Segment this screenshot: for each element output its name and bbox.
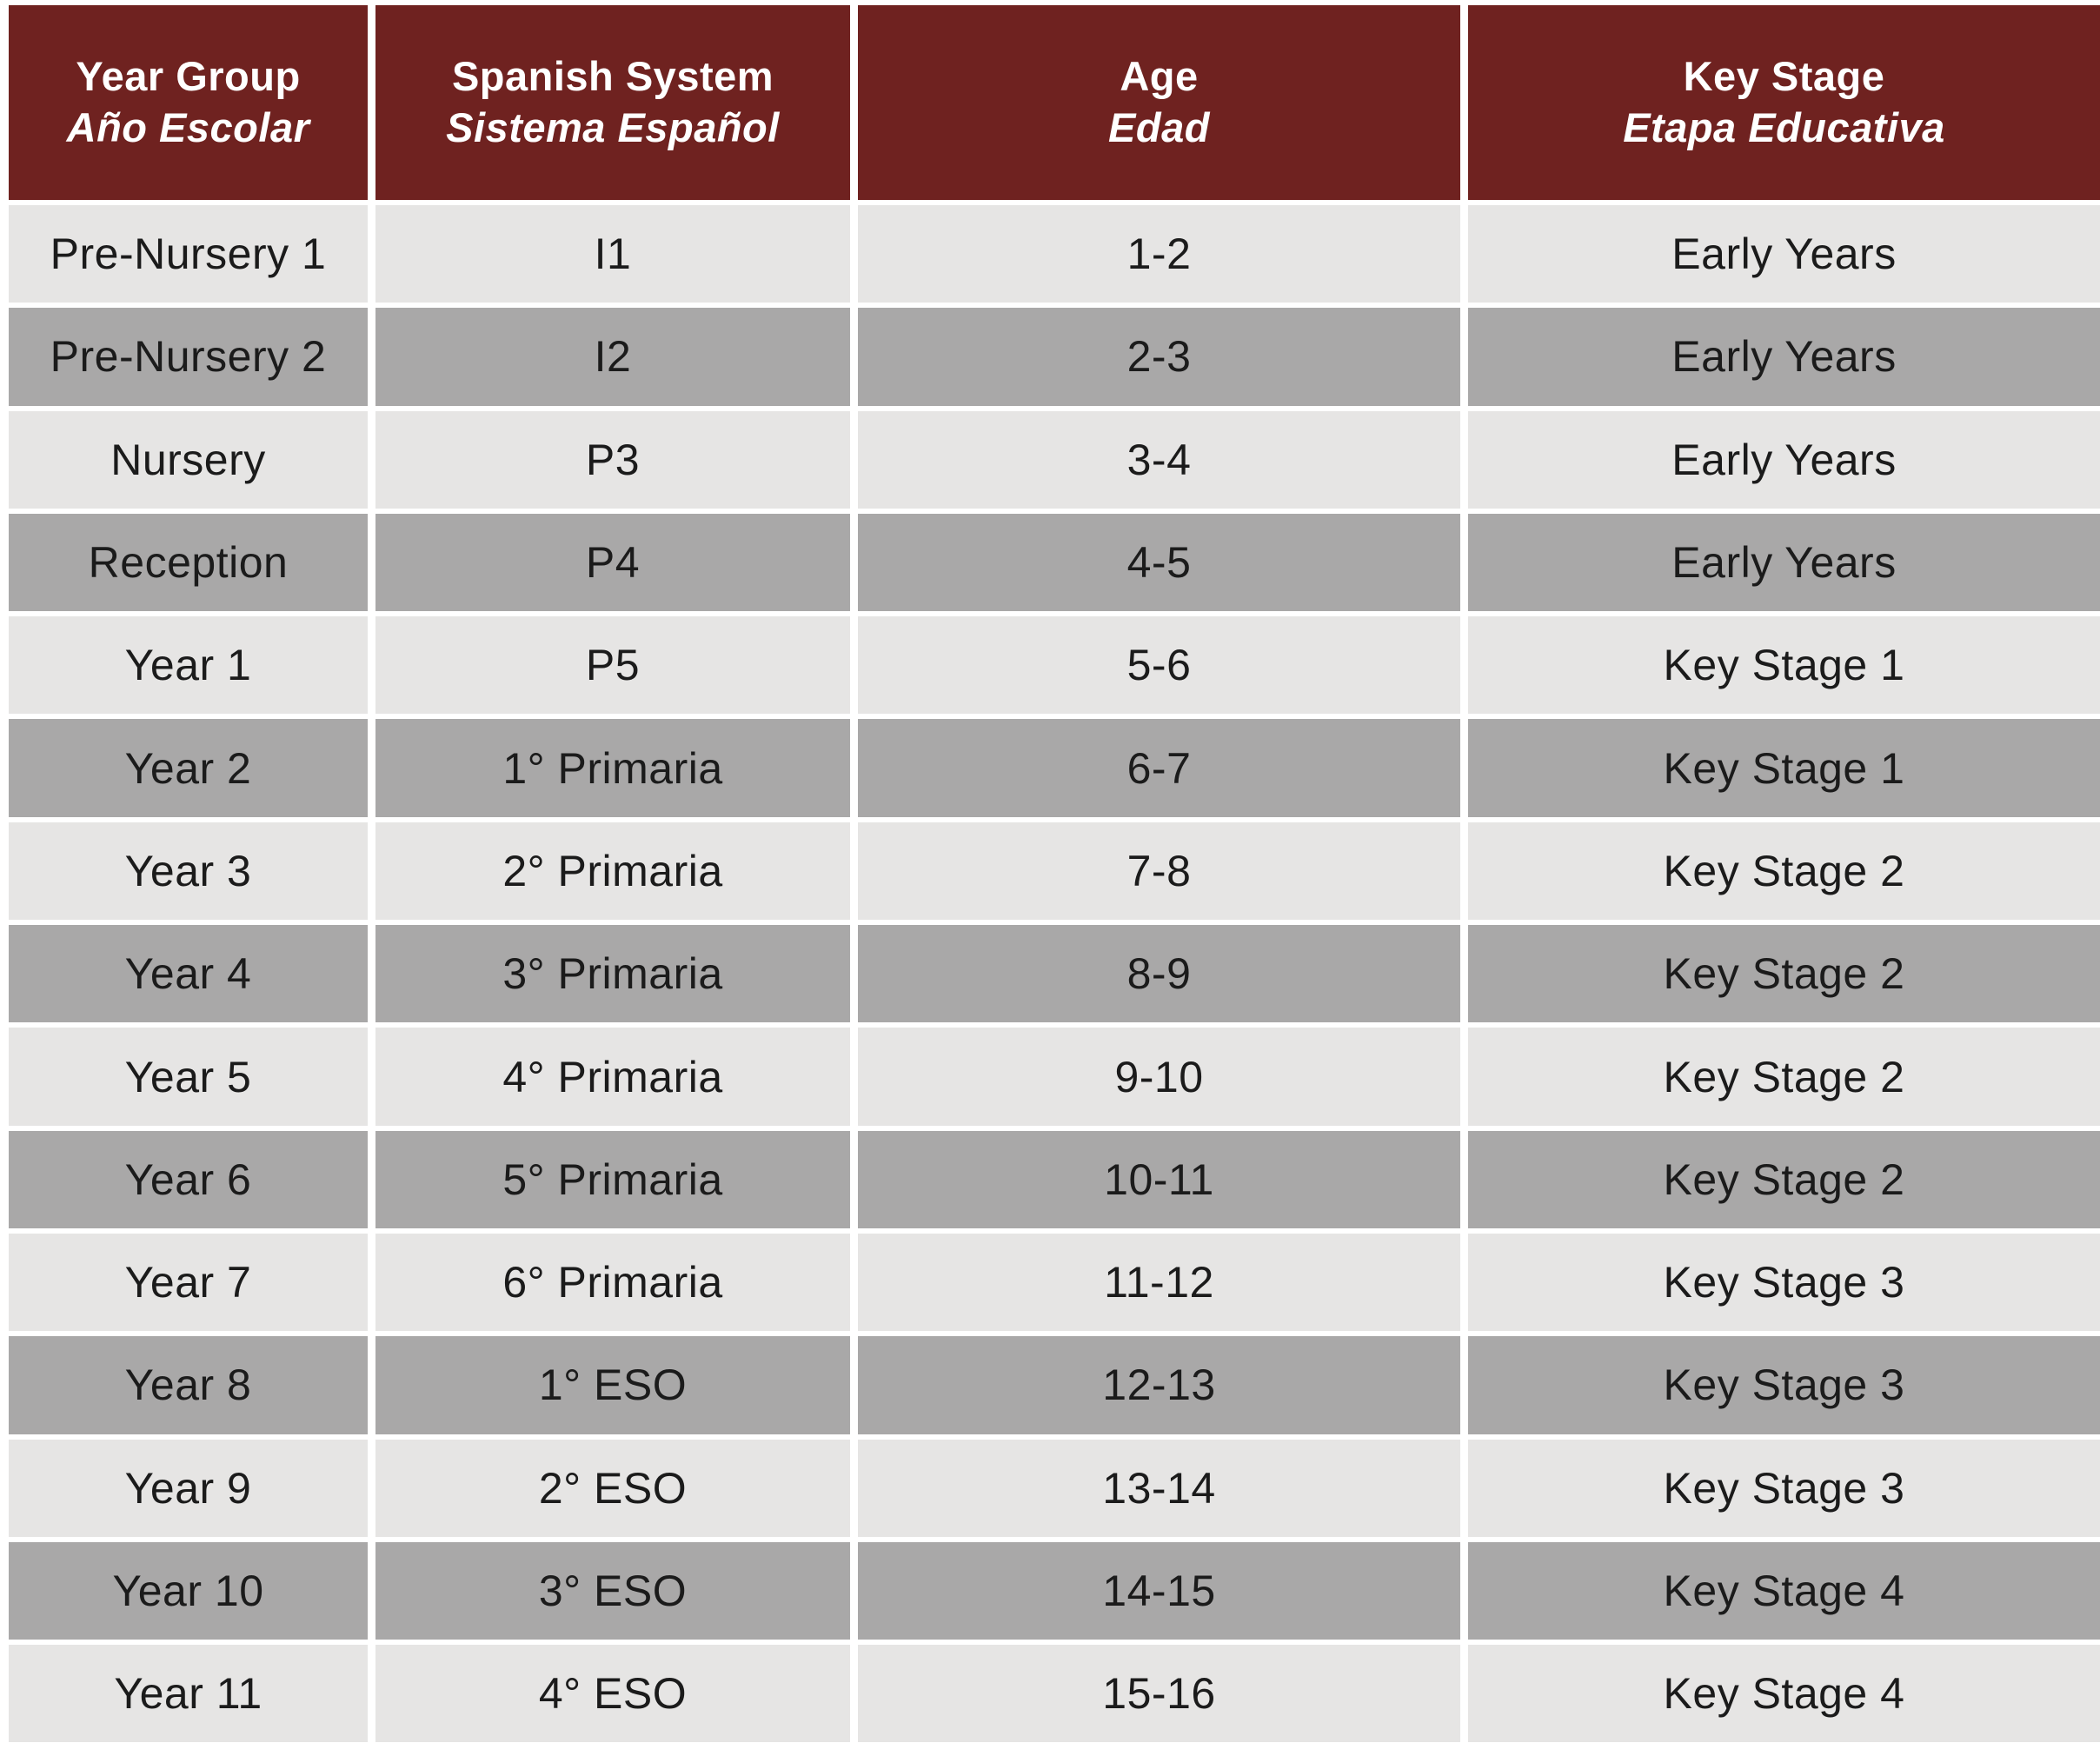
header-key-stage-en: Key Stage [1683,53,1885,100]
cell-year-group: Year 6 [9,1130,368,1228]
cell-key-stage: Key Stage 4 [1468,1645,2100,1743]
cell-spanish-system: P4 [375,513,850,612]
cell-spanish-system: 4° ESO [375,1645,850,1743]
cell-spanish-system: 2° ESO [375,1439,850,1537]
cell-year-group: Pre-Nursery 1 [9,205,368,303]
header-spanish-system-en: Spanish System [451,53,774,100]
cell-key-stage: Early Years [1468,205,2100,303]
cell-year-group: Year 9 [9,1439,368,1537]
cell-year-group: Year 4 [9,925,368,1023]
cell-age: 15-16 [858,1645,1460,1743]
cell-age: 14-15 [858,1541,1460,1640]
cell-year-group: Year 5 [9,1028,368,1126]
cell-age: 13-14 [858,1439,1460,1537]
cell-key-stage: Early Years [1468,308,2100,406]
cell-age: 1-2 [858,205,1460,303]
header-year-group-en: Year Group [76,53,301,100]
cell-age: 12-13 [858,1336,1460,1434]
header-age-en: Age [1120,53,1199,100]
header-year-group-es: Año Escolar [66,104,310,150]
cell-key-stage: Early Years [1468,410,2100,509]
cell-spanish-system: 4° Primaria [375,1028,850,1126]
cell-year-group: Year 2 [9,719,368,817]
cell-age: 2-3 [858,308,1460,406]
cell-spanish-system: 2° Primaria [375,822,850,921]
header-age-es: Edad [1108,104,1210,150]
cell-year-group: Year 1 [9,616,368,715]
cell-age: 3-4 [858,410,1460,509]
cell-key-stage: Key Stage 2 [1468,1130,2100,1228]
cell-year-group: Nursery [9,410,368,509]
cell-age: 5-6 [858,616,1460,715]
header-spanish-system: Spanish System Sistema Español [375,5,850,200]
header-age: Age Edad [858,5,1460,200]
cell-year-group: Pre-Nursery 2 [9,308,368,406]
cell-age: 10-11 [858,1130,1460,1228]
cell-spanish-system: P3 [375,410,850,509]
year-group-grid: Year Group Año Escolar Spanish System Si… [9,5,2100,1743]
cell-key-stage: Key Stage 2 [1468,925,2100,1023]
cell-year-group: Reception [9,513,368,612]
cell-spanish-system: P5 [375,616,850,715]
cell-age: 4-5 [858,513,1460,612]
cell-key-stage: Key Stage 4 [1468,1541,2100,1640]
cell-age: 8-9 [858,925,1460,1023]
cell-key-stage: Key Stage 1 [1468,719,2100,817]
cell-year-group: Year 7 [9,1233,368,1332]
cell-spanish-system: I2 [375,308,850,406]
header-key-stage-es: Etapa Educativa [1623,104,1945,150]
cell-spanish-system: 3° ESO [375,1541,850,1640]
cell-age: 6-7 [858,719,1460,817]
cell-age: 7-8 [858,822,1460,921]
cell-year-group: Year 11 [9,1645,368,1743]
cell-key-stage: Early Years [1468,513,2100,612]
cell-year-group: Year 8 [9,1336,368,1434]
cell-spanish-system: 1° ESO [375,1336,850,1434]
cell-key-stage: Key Stage 3 [1468,1233,2100,1332]
header-spanish-system-es: Sistema Español [446,104,780,150]
cell-age: 11-12 [858,1233,1460,1332]
header-key-stage: Key Stage Etapa Educativa [1468,5,2100,200]
cell-spanish-system: 5° Primaria [375,1130,850,1228]
cell-key-stage: Key Stage 1 [1468,616,2100,715]
cell-spanish-system: 6° Primaria [375,1233,850,1332]
cell-age: 9-10 [858,1028,1460,1126]
cell-key-stage: Key Stage 3 [1468,1439,2100,1537]
cell-spanish-system: I1 [375,205,850,303]
header-year-group: Year Group Año Escolar [9,5,368,200]
cell-spanish-system: 1° Primaria [375,719,850,817]
cell-year-group: Year 10 [9,1541,368,1640]
cell-year-group: Year 3 [9,822,368,921]
cell-key-stage: Key Stage 3 [1468,1336,2100,1434]
cell-spanish-system: 3° Primaria [375,925,850,1023]
cell-key-stage: Key Stage 2 [1468,1028,2100,1126]
cell-key-stage: Key Stage 2 [1468,822,2100,921]
